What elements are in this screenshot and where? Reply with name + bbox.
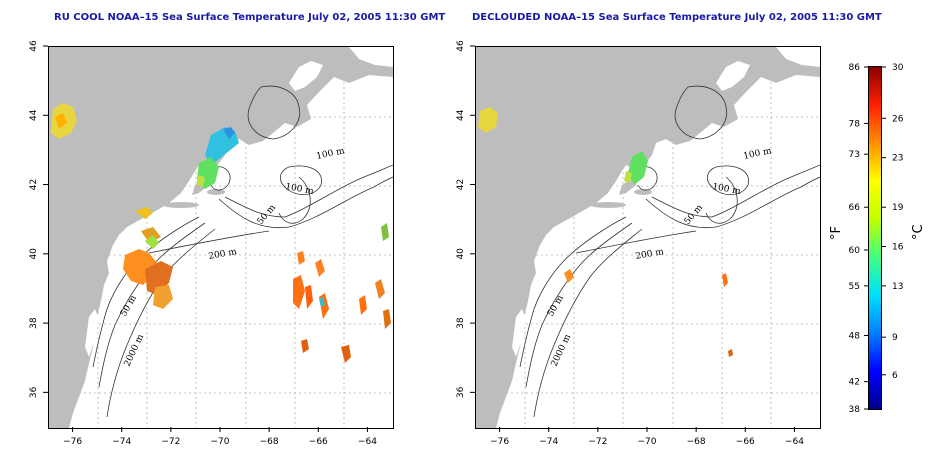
- y-tick-label: 36: [29, 386, 39, 398]
- left-map-axes: −76 −74 −72 −70 −68 −66 −64 46 44 42 40 38 36: [29, 40, 377, 447]
- chesapeake-bay: [85, 309, 99, 357]
- x-tick-label: −72: [161, 437, 180, 447]
- sst-map-raw: 100 m 100 m 50 m 200 m 50 m 2000 m: [48, 46, 394, 429]
- colorbar-c-tick-label: 9: [892, 333, 898, 343]
- y-tick-label: 44: [29, 109, 39, 121]
- colorbar-f-tick-label: 38: [849, 405, 861, 415]
- x-tick-label: −74: [112, 437, 131, 447]
- temperature-colorbar: [868, 66, 882, 410]
- y-tick-label: 42: [456, 179, 466, 190]
- sst-map-declouded: 100 m 100 m 50 m 200 m 50 m 2000 m: [475, 46, 821, 429]
- isobath-label-100m-b: 100 m: [284, 182, 314, 197]
- land-mass: [476, 47, 820, 428]
- x-tick-label: −70: [638, 437, 657, 447]
- isobath-lines: [92, 85, 393, 418]
- colorbar-c-tick-label: 13: [892, 282, 903, 292]
- colorbar-axes: °F °C 86 78 73 66 60 55 48 42 38 30 26 23 19 16 13 9 6: [829, 63, 926, 415]
- colorbar-c-tick-label: 26: [892, 114, 904, 124]
- right-map-title: DECLOUDED NOAA–15 Sea Surface Temperatur…: [472, 12, 882, 23]
- y-tick-label: 46: [456, 40, 466, 52]
- colorbar-f-tick-label: 66: [849, 203, 861, 213]
- isobath-lines: [519, 85, 820, 418]
- island-marthas-vineyard: [207, 189, 225, 195]
- colorbar-f-tick-label: 48: [849, 331, 861, 341]
- x-tick-label: −66: [309, 437, 328, 447]
- x-tick-label: −64: [785, 437, 804, 447]
- bay-of-fundy: [716, 61, 750, 91]
- y-tick-label: 44: [456, 109, 466, 121]
- colorbar-f-tick-label: 78: [849, 119, 861, 129]
- sst-map-raw-graphic: 100 m 100 m 50 m 200 m 50 m 2000 m: [49, 47, 393, 428]
- y-tick-label: 36: [456, 386, 466, 398]
- island-long-island: [163, 202, 199, 208]
- sst-patches: [51, 103, 391, 363]
- island-long-island: [590, 202, 626, 208]
- x-tick-label: −70: [211, 437, 230, 447]
- left-map-title: RU COOL NOAA–15 Sea Surface Temperature …: [54, 12, 446, 23]
- isobath-label-200m: 200 m: [635, 247, 665, 262]
- isobath-label-200m: 200 m: [208, 247, 238, 262]
- colorbar-c-tick-label: 23: [892, 154, 903, 164]
- y-tick-label: 38: [456, 317, 466, 329]
- x-tick-label: −64: [358, 437, 377, 447]
- x-tick-label: −76: [490, 437, 509, 447]
- x-tick-label: −76: [63, 437, 82, 447]
- colorbar-f-tick-label: 60: [849, 246, 861, 256]
- island-marthas-vineyard: [634, 189, 652, 195]
- x-tick-label: −68: [687, 437, 706, 447]
- colorbar-f-tick-label: 86: [849, 63, 861, 73]
- x-tick-label: −72: [588, 437, 607, 447]
- colorbar-c-tick-label: 30: [892, 63, 904, 73]
- colorbar-c-tick-label: 6: [892, 371, 898, 381]
- colorbar-f-tick-label: 55: [849, 282, 860, 292]
- colorbar-c-tick-label: 19: [892, 203, 904, 213]
- y-tick-label: 40: [456, 248, 466, 260]
- colorbar-f-tick-label: 42: [849, 378, 860, 388]
- x-tick-label: −74: [539, 437, 558, 447]
- colorbar-celsius-label: °C: [911, 224, 926, 240]
- x-tick-label: −68: [260, 437, 279, 447]
- land-mass: [49, 47, 393, 428]
- right-map-axes: −76 −74 −72 −70 −68 −66 −64 46 44 42 40 38 36: [456, 40, 804, 447]
- bay-of-fundy: [289, 61, 323, 91]
- y-tick-label: 42: [29, 179, 39, 190]
- isobath-label-100m-b: 100 m: [711, 182, 741, 197]
- colorbar-fahrenheit-label: °F: [829, 226, 844, 240]
- sst-map-declouded-graphic: 100 m 100 m 50 m 200 m 50 m 2000 m: [476, 47, 820, 428]
- y-tick-label: 40: [29, 248, 39, 260]
- y-tick-label: 46: [29, 40, 39, 52]
- colorbar-f-tick-label: 73: [849, 150, 860, 160]
- colorbar-c-tick-label: 16: [892, 243, 904, 253]
- sst-patches: [478, 107, 733, 357]
- gulf-of-st-lawrence: [349, 47, 393, 67]
- x-tick-label: −66: [736, 437, 755, 447]
- chesapeake-bay: [512, 309, 526, 357]
- y-tick-label: 38: [29, 317, 39, 329]
- gulf-of-st-lawrence: [776, 47, 820, 67]
